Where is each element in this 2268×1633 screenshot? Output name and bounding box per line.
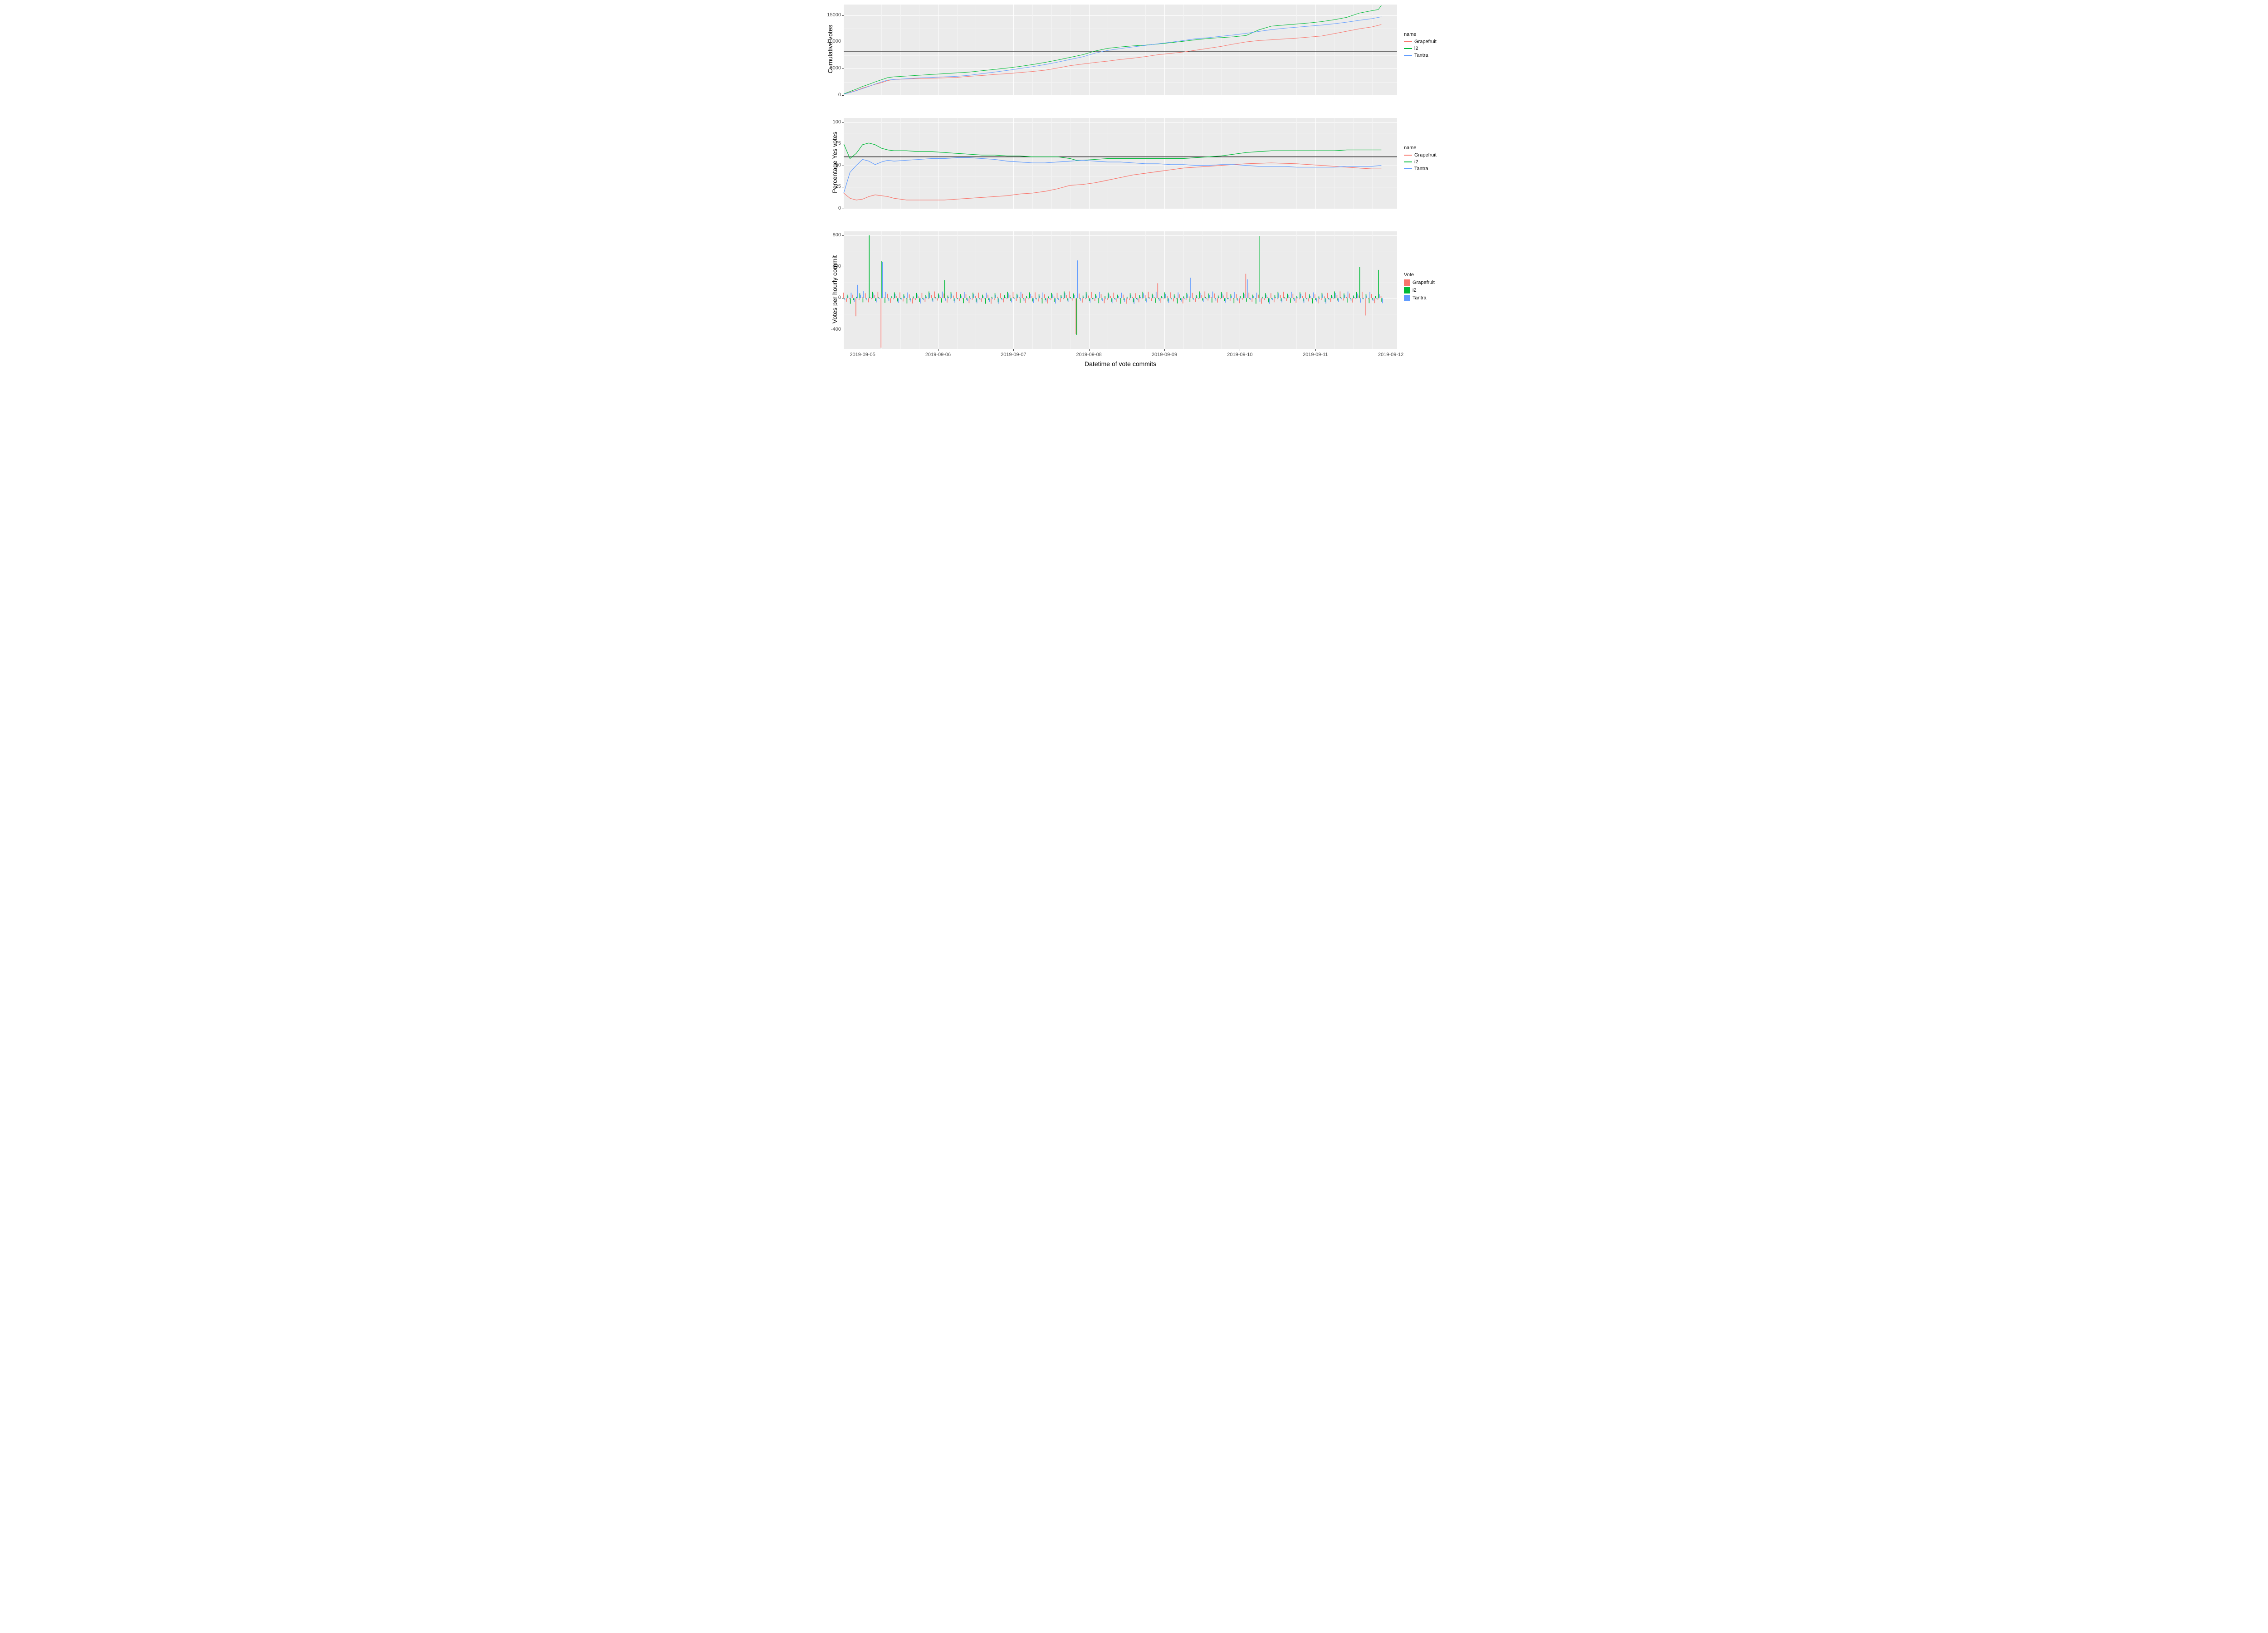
plot-cumulative (844, 5, 1397, 95)
figure-root: 050001000015000Cumulative votes025507510… (816, 0, 1452, 381)
y-axis-title-rate: Votes per hourly commit (831, 249, 838, 330)
legend-line: nameGrapefruiti2Tantra (1404, 32, 1437, 59)
legend-fill: VoteGrapefruiti2Tantra (1404, 272, 1435, 303)
y-axis-title-percentage: Percentage Yes votes (831, 126, 838, 199)
y-axis-title-cumulative: Cumulative votes (826, 22, 834, 76)
legend-line: nameGrapefruiti2Tantra (1404, 145, 1437, 173)
plot-rate (844, 231, 1397, 349)
x-axis-title: Datetime of vote commits (844, 360, 1397, 367)
plot-percentage (844, 118, 1397, 209)
